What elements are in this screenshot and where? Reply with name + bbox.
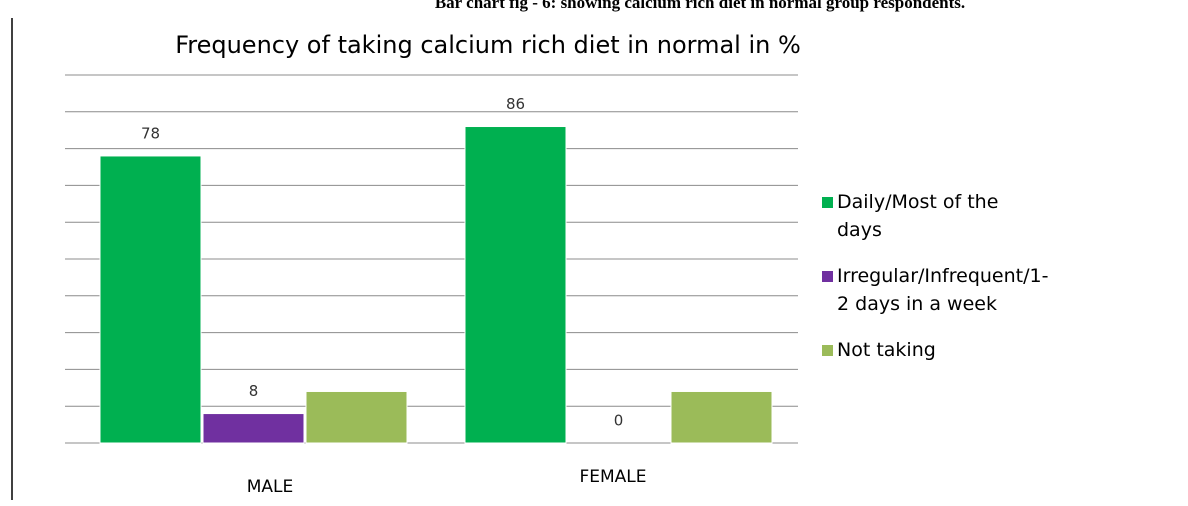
- legend-label: Irregular/Infrequent/1-2 days in a week: [837, 265, 1049, 315]
- caption: Bar chart fig - 6: showing calcium rich …: [435, 0, 965, 12]
- legend-label: Daily/Most of the days: [837, 191, 999, 241]
- data-label: 78: [141, 124, 160, 142]
- data-label: 86: [506, 95, 525, 113]
- data-label: 8: [249, 382, 259, 400]
- bar: [670, 390, 773, 444]
- bar: [464, 126, 567, 444]
- legend-label: Not taking: [837, 339, 936, 361]
- legend-swatch: [822, 197, 833, 208]
- legend-item: Not taking: [822, 336, 1037, 364]
- legend-item: Daily/Most of the days: [822, 188, 1037, 244]
- bar: [99, 155, 202, 444]
- data-label: 0: [614, 412, 624, 430]
- legend-item: Irregular/Infrequent/1-2 days in a week: [822, 262, 1049, 318]
- x-tick-label: MALE: [247, 477, 294, 497]
- bar: [305, 390, 408, 444]
- chart-title: Frequency of taking calcium rich diet in…: [175, 31, 801, 59]
- x-tick-label: FEMALE: [579, 467, 646, 487]
- bar: [202, 413, 305, 444]
- legend-swatch: [822, 345, 833, 356]
- legend-swatch: [822, 271, 833, 282]
